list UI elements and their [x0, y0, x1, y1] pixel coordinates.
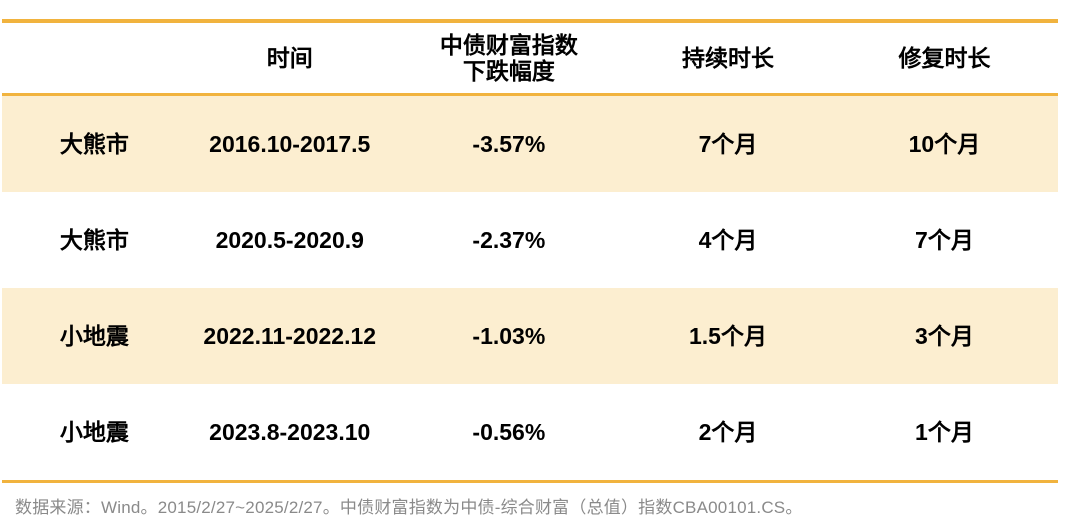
cell-category: 大熊市 [59, 130, 129, 157]
cell-period: 2022.11-2022.12 [203, 322, 377, 349]
cell-decline: -2.37% [472, 226, 546, 253]
cell-duration: 1.5个月 [688, 322, 767, 349]
cell-period: 2016.10-2017.5 [209, 130, 371, 157]
cell-recovery: 10个月 [908, 130, 981, 157]
cell-recovery: 7个月 [915, 226, 974, 253]
cell-duration: 7个月 [698, 130, 758, 157]
bond-drawdown-table: 时间 中债财富指数 下跌幅度 持续时长 修复时长 大熊市 2016.10-201… [2, 19, 1058, 483]
table-header-row: 时间 中债财富指数 下跌幅度 持续时长 修复时长 [2, 23, 1058, 96]
cell-period: 2020.5-2020.9 [215, 226, 364, 253]
column-header-time: 时间 [266, 44, 313, 71]
cell-decline: -1.03% [472, 322, 546, 349]
cell-period: 2023.8-2023.10 [209, 418, 371, 445]
column-header-index-decline: 中债财富指数 下跌幅度 [439, 31, 578, 84]
source-note: 数据来源：Wind。2015/2/27~2025/2/27。中债财富指数为中债-… [15, 498, 803, 517]
column-header-recovery: 修复时长 [898, 44, 991, 71]
cell-category: 大熊市 [59, 226, 129, 253]
table-row: 小地震 2023.8-2023.10 -0.56% 2个月 1个月 [2, 384, 1058, 480]
cell-category: 小地震 [59, 322, 129, 349]
cell-category: 小地震 [59, 418, 129, 445]
cell-duration: 4个月 [698, 226, 758, 253]
column-header-duration: 持续时长 [681, 44, 774, 71]
cell-recovery: 1个月 [915, 418, 974, 445]
table-row: 小地震 2022.11-2022.12 -1.03% 1.5个月 3个月 [2, 288, 1058, 384]
table-row: 大熊市 2016.10-2017.5 -3.57% 7个月 10个月 [2, 96, 1058, 192]
cell-duration: 2个月 [698, 418, 758, 445]
cell-decline: -3.57% [472, 130, 546, 157]
cell-recovery: 3个月 [915, 322, 974, 349]
cell-decline: -0.56% [472, 418, 546, 445]
table-row: 大熊市 2020.5-2020.9 -2.37% 4个月 7个月 [2, 192, 1058, 288]
